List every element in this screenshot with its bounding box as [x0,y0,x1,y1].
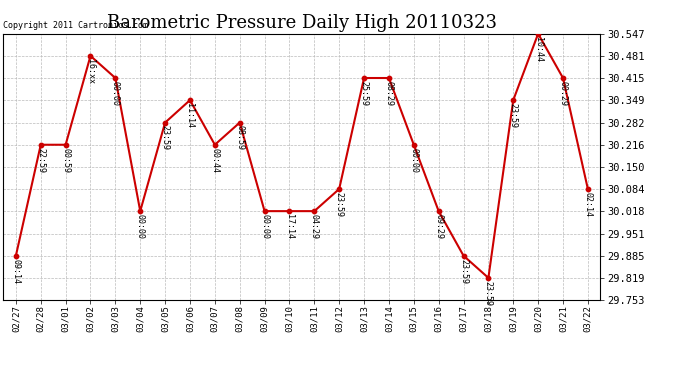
Point [334,186,345,192]
Text: 22:59: 22:59 [37,147,46,172]
Point [483,275,494,281]
Point [60,142,71,148]
Text: 25:59: 25:59 [359,81,368,106]
Point [284,208,295,214]
Text: 16:xx: 16:xx [86,58,95,84]
Text: 23:59: 23:59 [484,280,493,306]
Point [309,208,320,214]
Point [35,142,46,148]
Text: 09:29: 09:29 [434,214,443,239]
Text: 08:59: 08:59 [235,125,244,150]
Text: 00:29: 00:29 [558,81,567,106]
Text: 00:59: 00:59 [61,147,70,172]
Point [10,253,21,259]
Point [558,75,569,81]
Point [110,75,121,81]
Point [184,97,195,103]
Text: 08:29: 08:29 [384,81,393,106]
Text: 00:44: 00:44 [210,147,219,172]
Point [508,97,519,103]
Point [458,253,469,259]
Point [533,31,544,37]
Text: 17:14: 17:14 [285,214,294,239]
Point [433,208,444,214]
Text: 00:00: 00:00 [136,214,145,239]
Text: 04:29: 04:29 [310,214,319,239]
Text: Copyright 2011 Cartronics.com: Copyright 2011 Cartronics.com [3,21,148,30]
Point [582,186,593,192]
Text: 10:44: 10:44 [533,36,542,62]
Point [234,120,245,126]
Text: 23:59: 23:59 [459,258,468,284]
Point [384,75,395,81]
Point [135,208,146,214]
Text: 23:59: 23:59 [161,125,170,150]
Point [408,142,420,148]
Point [209,142,220,148]
Text: 23:59: 23:59 [509,103,518,128]
Text: 00:00: 00:00 [111,81,120,106]
Text: 00:00: 00:00 [409,147,418,172]
Point [259,208,270,214]
Title: Barometric Pressure Daily High 20110323: Barometric Pressure Daily High 20110323 [107,14,497,32]
Text: 02:14: 02:14 [583,192,593,217]
Point [159,120,170,126]
Text: 11:14: 11:14 [186,103,195,128]
Text: 00:00: 00:00 [260,214,269,239]
Point [359,75,370,81]
Point [85,53,96,59]
Text: 09:14: 09:14 [11,258,21,284]
Text: 23:59: 23:59 [335,192,344,217]
